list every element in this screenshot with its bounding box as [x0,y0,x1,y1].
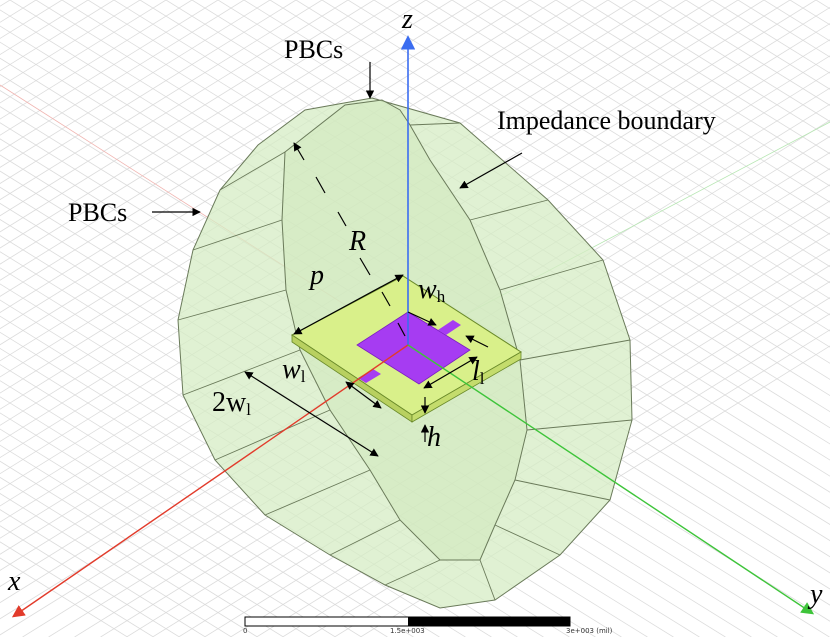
grid-line [451,0,830,235]
grid-line [0,0,271,168]
scale-tick-1: 1.5e+003 [390,627,425,635]
z-axis-label: z [401,4,413,35]
grid-line [0,0,635,394]
grid-line [0,0,349,217]
grid-line [0,0,323,201]
grid-line [529,0,830,187]
grid-line [0,0,427,265]
y-axis [407,344,815,615]
grid-line [0,0,193,120]
grid-line [0,0,401,249]
grid-line [0,428,336,637]
grid-line [0,380,414,637]
pbcs-top-label: PBCs [284,35,343,64]
grid-line [347,0,830,300]
R-label: R [348,226,366,257]
grid-line [0,525,180,637]
p-arrow [293,274,404,335]
scale-bar: 0 1.5e+003 3e+003 (mil) [243,616,613,635]
grid-line [0,0,583,362]
grid-line [399,0,830,268]
R-arrow-head [293,142,305,161]
grid-line [295,0,830,332]
grid-line [269,0,830,348]
grid-line [0,0,89,56]
grid-line [0,493,232,637]
R-dash-2 [337,211,347,227]
impedance-boundary-label: Impedance boundary [497,106,716,135]
pbcs-left-label: PBCs [68,198,127,227]
wh-arrow-1 [407,311,437,326]
ll-arrow [423,356,478,389]
grid-line [0,396,388,637]
grid-line [321,0,830,316]
impedance-arrow [459,152,523,189]
scale-tick-0: 0 [243,627,247,635]
dimension-arrows [152,62,523,457]
wl-label: wl [282,354,306,386]
grid-line [555,0,830,171]
grid-line [0,0,687,426]
grid-line [0,0,453,281]
y-axis-label: y [807,579,823,610]
grid-line [607,0,830,139]
grid-line [139,0,830,429]
grid-line [0,0,375,233]
feed-line-right [438,320,461,335]
grid-line [503,0,830,203]
grid-line [0,0,245,152]
grid-line [0,509,206,637]
grid-line [0,364,440,637]
grid-line [0,0,219,136]
grid-line [425,0,830,251]
grid-line [0,0,37,23]
grid-line [477,0,830,219]
grid-line [0,0,479,297]
grid-line [0,0,63,39]
R-dash-3 [359,257,371,276]
grid-line [0,460,284,637]
wh-arrow-2 [465,335,489,348]
x-axis-label: x [7,566,21,597]
scale-tick-2: 3e+003 (mil) [566,627,613,635]
grid-line [0,0,661,410]
grid-line [0,412,362,637]
2wl-arrow [244,371,379,457]
2wl-label: 2wl [212,387,251,419]
grid-line [373,0,830,284]
h-label: h [427,422,441,453]
R-dash-1 [315,176,326,194]
grid-line [0,0,609,378]
grid-line [243,0,830,364]
grid-line [0,0,297,184]
grid-line [581,0,830,155]
p-label: p [308,260,324,291]
grid-line [633,0,830,122]
grid-line [0,476,258,637]
grid-line [113,0,830,445]
ll-label: ll [472,356,485,388]
wh-label: wh [418,274,446,306]
